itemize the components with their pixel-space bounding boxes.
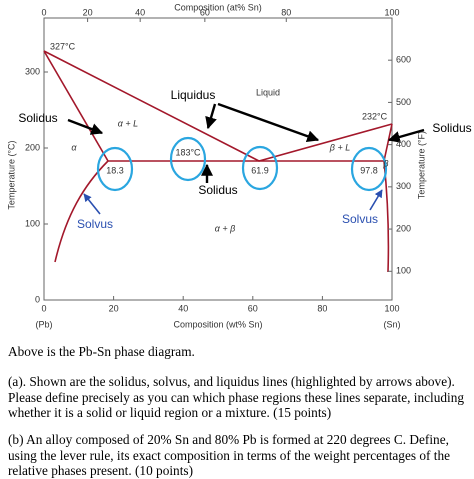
x-tick-label: 40 [178, 303, 188, 313]
region-label: β [382, 158, 388, 168]
x-tick-label: 60 [248, 303, 258, 313]
region-label: α + L [118, 118, 138, 128]
region-label: Liquid [256, 87, 280, 97]
y-tick-label: 300 [25, 66, 40, 76]
phase-diagram: Composition (at% Sn) Composition (wt% Sn… [6, 2, 471, 329]
annotation: Solvus [342, 212, 378, 226]
region-label: α + β [215, 223, 236, 233]
top-tick-label: 40 [135, 7, 145, 17]
top-tick-label: 20 [83, 7, 93, 17]
phase-lines [43, 50, 393, 273]
bottom-axis-label: Composition (wt% Sn) [173, 319, 262, 329]
circle [350, 146, 388, 192]
x-tick-label: 80 [317, 303, 327, 313]
x-tick-label: 100 [384, 303, 399, 313]
highlight-circles [96, 136, 388, 192]
annotation: Solidus [18, 111, 57, 125]
solidus-line [383, 123, 393, 162]
y2-tick-label: 200 [396, 223, 411, 233]
composition-label: 61.9 [251, 165, 269, 175]
circle [169, 136, 207, 182]
top-tick-label: 100 [384, 7, 399, 17]
solvus-arrows [83, 189, 383, 215]
arrow [369, 189, 383, 211]
y-tick-label: 200 [25, 142, 40, 152]
solvus-line [54, 160, 109, 263]
question-b: (b) An alloy composed of 20% Sn and 80% … [8, 432, 450, 478]
plot-frame [43, 17, 393, 301]
arrows [67, 102, 425, 183]
temp-label: 183°C [175, 147, 201, 157]
region-label: α [71, 142, 77, 152]
y2-tick-label: 600 [396, 55, 411, 65]
top-tick-label: 0 [41, 7, 46, 17]
x-tick-label: 0 [41, 303, 46, 313]
annotation: Solidus [198, 183, 237, 197]
composition-label: 18.3 [106, 165, 124, 175]
arrow [217, 102, 320, 142]
question-a: (a). Shown are the solidus, solvus, and … [8, 374, 465, 420]
arrow [205, 103, 217, 130]
circle [96, 146, 134, 192]
composition-label: 97.8 [360, 165, 378, 175]
top-tick-label: 80 [281, 7, 291, 17]
y2-tick-label: 500 [396, 97, 411, 107]
y2-tick-label: 400 [396, 139, 411, 149]
solidus-line [43, 50, 109, 162]
right-axis-label: Temperature (°F) [416, 131, 426, 199]
x-tick-label: 20 [109, 303, 119, 313]
temp-label: 327°C [50, 41, 76, 51]
top-axis-label: Composition (at% Sn) [174, 2, 262, 12]
annotation: Solidus [432, 121, 471, 135]
y2-tick-label: 100 [396, 266, 411, 276]
circle [241, 145, 279, 191]
y-tick-label: 0 [35, 294, 40, 304]
pb-label: (Pb) [35, 319, 52, 329]
y-tick-label: 100 [25, 218, 40, 228]
arrow [67, 118, 104, 135]
arrow [83, 193, 101, 215]
arrow [387, 128, 425, 143]
annotation: Liquidus [171, 88, 216, 102]
annotation: Solvus [77, 217, 113, 231]
sn-label: (Sn) [383, 319, 400, 329]
top-tick-label: 60 [200, 7, 210, 17]
y2-tick-label: 300 [396, 181, 411, 191]
left-axis-label: Temperature (°C) [6, 140, 16, 209]
temp-label: 232°C [362, 111, 388, 121]
intro-text: Above is the Pb-Sn phase diagram. [8, 344, 195, 359]
region-label: β + L [329, 142, 350, 152]
